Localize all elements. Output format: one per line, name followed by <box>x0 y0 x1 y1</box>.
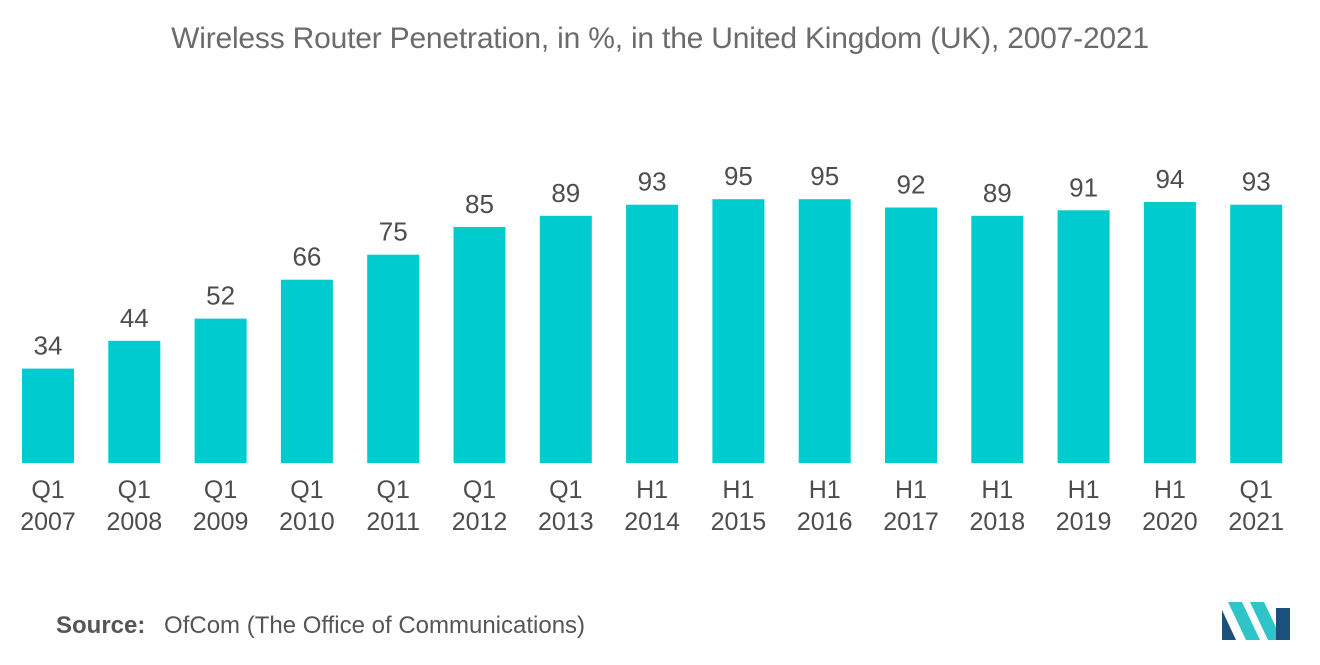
x-tick-label: 2014 <box>624 508 680 536</box>
x-tick-label: 2013 <box>538 508 594 536</box>
bar-H1-2016 <box>798 199 851 463</box>
x-tick-label: 2015 <box>711 508 767 536</box>
value-label: 34 <box>34 331 63 361</box>
x-tick-label: 2019 <box>1056 508 1112 536</box>
value-label: 94 <box>1155 164 1184 194</box>
mordor-intelligence-logo-icon <box>1222 602 1290 640</box>
x-tick-label: 2011 <box>366 508 420 536</box>
value-label: 89 <box>983 178 1012 208</box>
bar-Q1-2007 <box>22 368 74 463</box>
bar-Q1-2012 <box>453 227 506 463</box>
value-label: 95 <box>810 161 839 191</box>
bar-Q1-2011 <box>367 254 420 463</box>
value-label: 66 <box>292 242 321 272</box>
value-label: 52 <box>206 281 235 311</box>
chart-title: Wireless Router Penetration, in %, in th… <box>171 22 1149 55</box>
bar-Q1-2009 <box>194 318 247 463</box>
bar-H1-2014 <box>626 204 679 463</box>
value-label: 89 <box>551 178 580 208</box>
x-tick-label: 2018 <box>969 508 1025 536</box>
x-tick-label: 2010 <box>279 508 335 536</box>
x-tick-label: Q1 <box>463 476 496 504</box>
x-tick-label: Q1 <box>204 476 237 504</box>
x-tick-label: H1 <box>981 476 1013 504</box>
x-tick-label: 2020 <box>1142 508 1198 536</box>
bar-Q1-2010 <box>280 279 333 463</box>
bar-Q1-2013 <box>539 215 592 463</box>
x-tick-label: Q1 <box>549 476 582 504</box>
x-tick-label: H1 <box>636 476 668 504</box>
x-tick-label: H1 <box>1154 476 1186 504</box>
x-tick-label: 2017 <box>883 508 939 536</box>
x-tick-label: 2007 <box>20 508 76 536</box>
bar-H1-2017 <box>885 207 937 463</box>
bar-H1-2020 <box>1143 202 1196 463</box>
bar-Q1-2008 <box>108 340 161 463</box>
value-label: 75 <box>379 217 408 247</box>
source-text: OfCom (The Office of Communications) <box>164 612 586 639</box>
value-label: 95 <box>724 161 753 191</box>
x-tick-label: Q1 <box>118 476 151 504</box>
x-tick-label: 2012 <box>452 508 508 536</box>
bar-chart: 34 Q1 2007 44 Q1 2008 52 Q1 2009 66 Q1 2010 75 Q1 2011… <box>20 161 1284 536</box>
source-note: Source: OfCom (The Office of Communicati… <box>56 612 585 640</box>
bar-Q1-2021 <box>1230 204 1283 463</box>
value-label: 85 <box>465 189 494 219</box>
value-label: 93 <box>638 167 667 197</box>
x-tick-label: Q1 <box>1240 476 1273 504</box>
x-tick-label: Q1 <box>31 476 64 504</box>
bar-H1-2018 <box>971 215 1024 463</box>
x-tick-label: Q1 <box>290 476 323 504</box>
x-tick-label: 2016 <box>797 508 853 536</box>
x-tick-label: H1 <box>1068 476 1100 504</box>
bar-H1-2015 <box>712 199 765 463</box>
x-tick-label: 2008 <box>106 508 162 536</box>
x-tick-label: 2021 <box>1228 508 1284 536</box>
x-tick-label: 2009 <box>193 508 249 536</box>
value-label: 91 <box>1069 172 1098 202</box>
x-tick-label: H1 <box>722 476 754 504</box>
source-label: Source: <box>56 612 146 639</box>
value-label: 44 <box>120 303 149 333</box>
x-tick-label: H1 <box>809 476 841 504</box>
x-tick-label: H1 <box>895 476 927 504</box>
bar-H1-2019 <box>1057 210 1110 463</box>
value-label: 93 <box>1242 167 1271 197</box>
x-tick-label: Q1 <box>377 476 410 504</box>
value-label: 92 <box>897 170 926 200</box>
